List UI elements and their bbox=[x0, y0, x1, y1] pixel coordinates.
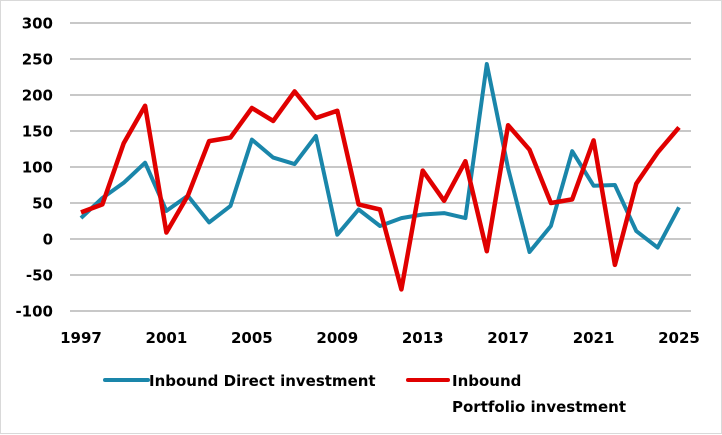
y-tick-label: 150 bbox=[22, 123, 53, 141]
y-tick-label: 250 bbox=[22, 51, 53, 69]
legend-label: Portfolio investment bbox=[452, 398, 626, 416]
y-tick-label: 0 bbox=[43, 231, 53, 249]
y-tick-label: -50 bbox=[26, 267, 53, 285]
x-tick-label: 2025 bbox=[658, 329, 700, 347]
y-tick-label: 50 bbox=[32, 195, 53, 213]
legend-label: Inbound Direct investment bbox=[149, 372, 376, 390]
y-tick-label: 200 bbox=[22, 87, 53, 105]
y-tick-label: -100 bbox=[15, 303, 53, 321]
x-tick-label: 2017 bbox=[487, 329, 529, 347]
legend: Inbound Direct investment Inbound Portfoli… bbox=[105, 372, 626, 416]
series-line-portfolio-investment bbox=[81, 91, 679, 289]
x-tick-label: 1997 bbox=[60, 329, 102, 347]
x-tick-label: 2005 bbox=[231, 329, 273, 347]
x-tick-label: 2013 bbox=[402, 329, 444, 347]
x-tick-label: 2009 bbox=[316, 329, 358, 347]
legend-item-direct-investment: Inbound Direct investment bbox=[105, 372, 376, 390]
x-tick-label: 2021 bbox=[573, 329, 615, 347]
y-axis-tick-labels: 300 250 200 150 100 50 0 -50 -100 bbox=[15, 15, 53, 321]
y-tick-label: 300 bbox=[22, 15, 53, 33]
y-tick-label: 100 bbox=[22, 159, 53, 177]
x-axis-tick-labels: 1997 2001 2005 2009 2013 2017 2021 2025 bbox=[60, 329, 700, 347]
series-lines bbox=[81, 64, 679, 289]
x-tick-label: 2001 bbox=[146, 329, 188, 347]
legend-label: Inbound bbox=[452, 372, 521, 390]
legend-item-portfolio-investment: Inbound Portfolio investment bbox=[408, 372, 626, 416]
